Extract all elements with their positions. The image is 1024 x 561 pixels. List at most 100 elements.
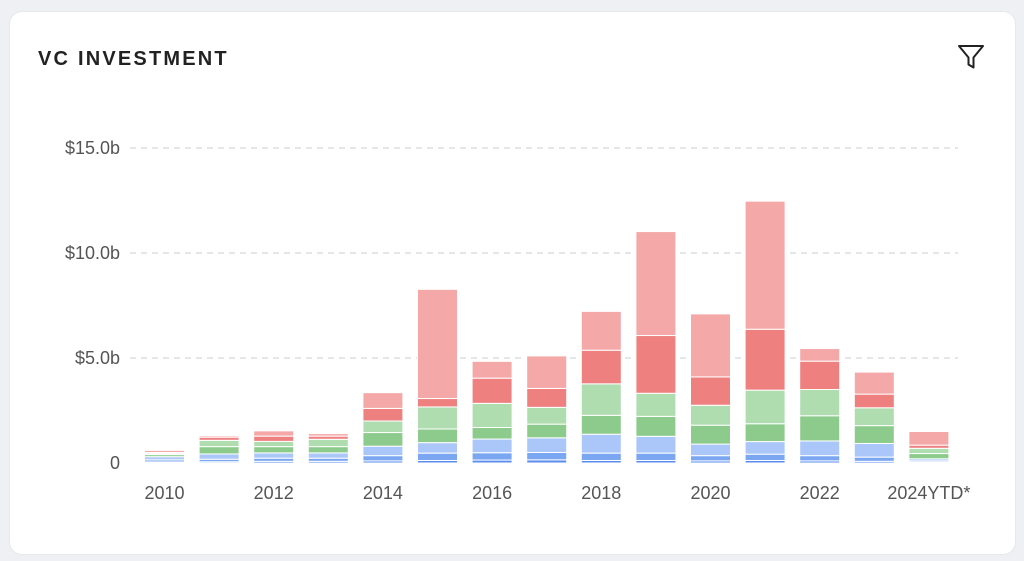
bar-segment xyxy=(471,360,513,379)
bar-segment xyxy=(799,389,841,417)
x-tick-label: 2018 xyxy=(581,483,621,503)
bar-segment xyxy=(417,452,458,461)
bar-segment xyxy=(198,435,240,438)
bar-segment xyxy=(362,455,404,462)
y-tick-label: $15.0b xyxy=(65,138,120,158)
bar-segment xyxy=(526,452,568,461)
bar-segment xyxy=(526,423,568,439)
bar-segment xyxy=(635,452,677,461)
filter-icon[interactable] xyxy=(956,42,986,72)
x-tick-label: 2012 xyxy=(254,483,294,503)
bar-stack xyxy=(744,200,786,464)
bar-segment xyxy=(362,445,404,457)
y-tick-label: $5.0b xyxy=(75,348,120,368)
x-tick-label: 2020 xyxy=(690,483,730,503)
bar-segment xyxy=(908,447,950,455)
bar-stack xyxy=(198,435,240,464)
bar-segment xyxy=(307,433,349,437)
bar-segment xyxy=(690,443,731,457)
bar-segment xyxy=(799,415,841,442)
bar-segment xyxy=(253,430,295,437)
bar-segment xyxy=(362,432,404,447)
bar-segment xyxy=(253,435,295,442)
bar-segment xyxy=(853,456,895,462)
x-tick-label: 2016 xyxy=(472,483,512,503)
bar-segment xyxy=(744,328,786,391)
bar-segment xyxy=(253,446,295,454)
bar-segment xyxy=(635,335,677,394)
bar-segment xyxy=(799,455,841,462)
bar-segment xyxy=(744,453,786,461)
bar-segment xyxy=(799,360,841,390)
bar-segment xyxy=(526,387,568,408)
bar-segment xyxy=(526,355,568,389)
bar-segment xyxy=(908,453,950,460)
bar-segment xyxy=(580,433,622,454)
bar-stack xyxy=(690,313,731,464)
bar-segment xyxy=(744,200,786,330)
bar-segment xyxy=(580,452,622,461)
x-tick-label: 2014 xyxy=(363,483,403,503)
bar-segment xyxy=(580,383,622,416)
bar-stack xyxy=(307,433,349,464)
bar-segment xyxy=(690,313,731,378)
bar-segment xyxy=(853,371,895,395)
bar-segment xyxy=(417,398,458,408)
bar-segment xyxy=(307,438,349,448)
bar-segment xyxy=(307,452,349,459)
bar-segment xyxy=(362,407,404,422)
bar-segment xyxy=(417,288,458,400)
bar-segment xyxy=(744,441,786,455)
y-tick-label: 0 xyxy=(110,453,120,473)
bar-stack xyxy=(471,360,513,464)
bar-segment xyxy=(362,392,404,409)
bar-segment xyxy=(908,431,950,446)
bar-segment xyxy=(635,231,677,337)
bar-segment xyxy=(253,452,295,459)
bar-segment xyxy=(307,446,349,454)
bar-segment xyxy=(744,389,786,425)
bar-stack xyxy=(799,348,841,464)
bar-segment xyxy=(362,420,404,434)
bar-stack xyxy=(417,288,458,464)
x-tick-label: 2024YTD* xyxy=(887,483,970,503)
bar-segment xyxy=(799,348,841,362)
bar-segment xyxy=(799,440,841,457)
bar-segment xyxy=(471,452,513,461)
bar-segment xyxy=(635,435,677,454)
bar-stack xyxy=(853,371,895,464)
bar-stack xyxy=(908,431,950,464)
bar-segment xyxy=(471,377,513,404)
bar-segment xyxy=(690,455,731,462)
bar-segment xyxy=(580,414,622,435)
bar-segment xyxy=(417,428,458,444)
bar-segment xyxy=(144,449,185,453)
bar-stack xyxy=(580,310,622,464)
bar-segment xyxy=(853,393,895,409)
y-tick-label: $10.0b xyxy=(65,243,120,263)
card-title: VC INVESTMENT xyxy=(38,48,229,70)
bar-segment xyxy=(198,453,240,460)
bar-segment xyxy=(853,442,895,458)
bar-segment xyxy=(853,425,895,444)
x-tick-label: 2010 xyxy=(144,483,184,503)
bar-segment xyxy=(580,349,622,385)
bar-segment xyxy=(417,406,458,430)
bar-segment xyxy=(853,407,895,427)
bar-stack xyxy=(362,392,404,464)
bar-segment xyxy=(635,415,677,437)
bar-segment xyxy=(690,424,731,445)
bar-stack xyxy=(526,355,568,464)
bar-segment xyxy=(690,376,731,406)
bar-segment xyxy=(471,438,513,454)
bar-segment xyxy=(471,402,513,429)
bar-segment xyxy=(471,427,513,440)
bar-stack xyxy=(144,449,185,464)
vc-investment-card: VC INVESTMENT xyxy=(10,12,1015,554)
bar-segment xyxy=(690,404,731,426)
bar-segment xyxy=(253,440,295,448)
bar-segment xyxy=(198,446,240,455)
bar-segment xyxy=(580,310,622,351)
bar-segment xyxy=(526,406,568,425)
